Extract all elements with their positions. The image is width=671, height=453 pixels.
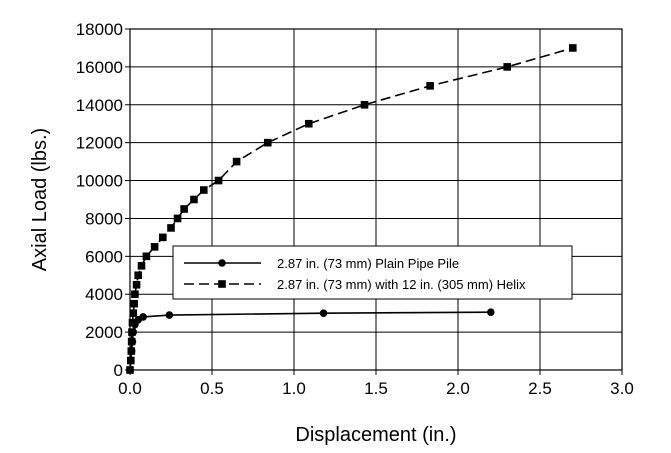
data-point-square <box>190 195 198 204</box>
legend: 2.87 in. (73 mm) Plain Pipe Pile 2.87 in.… <box>172 245 573 300</box>
data-point-square <box>131 290 139 299</box>
x-axis-label: Displacement (in.) <box>295 424 456 446</box>
y-tick-label: 12000 <box>76 134 123 153</box>
data-point-square <box>173 214 182 223</box>
data-point-circle <box>487 308 495 317</box>
x-tick-label: 2.0 <box>446 379 470 398</box>
data-point-square <box>232 157 241 166</box>
data-point-square <box>130 299 138 308</box>
series-plain-pipe-pile <box>126 308 495 374</box>
legend-box <box>172 245 573 300</box>
y-tick-label: 4000 <box>85 285 123 304</box>
series-line <box>129 311 491 371</box>
legend-marker-circle <box>218 259 226 267</box>
data-point-circle <box>165 311 174 319</box>
data-point-square <box>142 252 151 261</box>
data-point-square <box>304 119 313 128</box>
x-tick-label: 0.0 <box>118 379 142 398</box>
legend-entry-label: 2.87 in. (73 mm) Plain Pipe Pile <box>277 256 459 271</box>
data-point-square <box>426 82 434 90</box>
axis-ticks: 0.0 0.5 1.0 1.5 2.0 2.5 3.0 0 2000 4000 6000 8000 10… <box>76 20 634 398</box>
legend-marker-square <box>218 280 226 288</box>
data-point-square <box>150 243 159 251</box>
data-point-square <box>214 176 223 185</box>
data-point-square <box>127 356 135 365</box>
x-tick-label: 1.0 <box>282 379 306 398</box>
y-axis-label: Axial Load (lbs.) <box>29 128 51 271</box>
legend-entry-label: 2.87 in. (73 mm) with 12 in. (305 mm) He… <box>277 277 526 292</box>
data-point-square <box>167 224 175 232</box>
series-layer <box>126 44 577 374</box>
gridlines <box>129 28 623 371</box>
series-helix-pile <box>126 44 577 374</box>
data-point-square <box>180 205 188 213</box>
y-tick-label: 10000 <box>76 172 123 191</box>
data-point-square <box>134 271 142 280</box>
data-point-square <box>159 233 167 242</box>
data-point-square <box>360 100 369 109</box>
data-point-square <box>128 328 136 336</box>
data-point-circle <box>139 313 147 321</box>
data-point-square <box>132 280 141 289</box>
y-tick-label: 16000 <box>76 58 123 77</box>
data-point-circle <box>319 309 328 317</box>
data-point-square <box>128 318 137 327</box>
data-point-square <box>129 309 138 317</box>
data-point-square <box>569 44 577 52</box>
y-tick-label: 2000 <box>85 323 123 342</box>
data-point-square <box>200 186 208 194</box>
x-tick-label: 0.5 <box>200 379 224 398</box>
y-tick-label: 14000 <box>76 96 123 115</box>
y-tick-label: 18000 <box>76 20 123 39</box>
data-point-square <box>126 366 134 374</box>
data-point-square <box>127 337 136 346</box>
data-point-square <box>263 138 272 147</box>
x-tick-label: 3.0 <box>610 379 634 398</box>
data-point-square <box>137 262 146 270</box>
y-tick-label: 8000 <box>85 209 123 228</box>
series-line <box>129 47 574 371</box>
data-point-square <box>503 63 511 71</box>
data-point-square <box>127 347 136 355</box>
y-tick-label: 6000 <box>85 247 123 266</box>
x-tick-label: 1.5 <box>364 379 388 398</box>
x-tick-label: 2.5 <box>528 379 552 398</box>
y-tick-label: 0 <box>114 361 123 380</box>
